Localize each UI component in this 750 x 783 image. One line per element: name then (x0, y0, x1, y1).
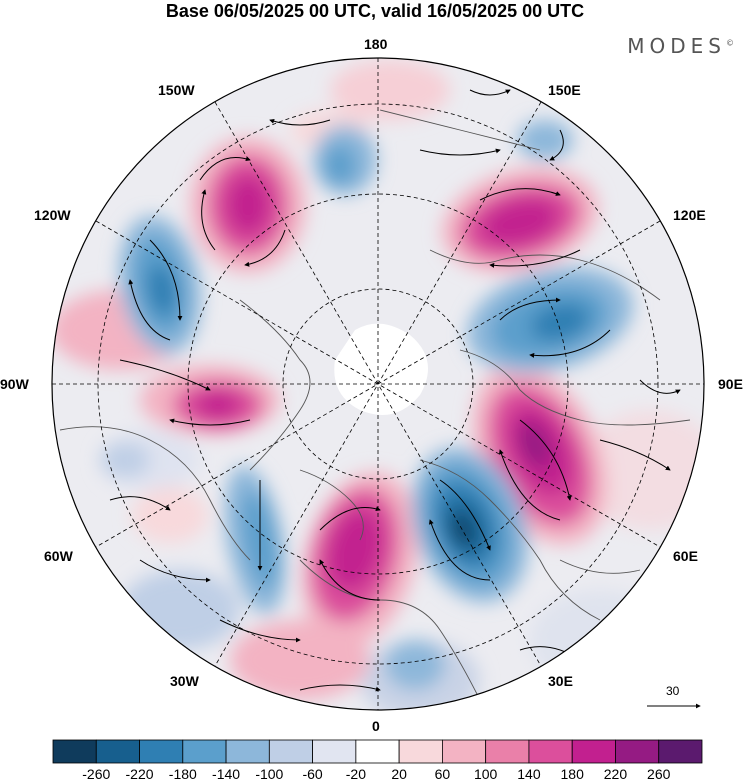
colorbar-swatch (355, 739, 400, 764)
label-150w: 150W (158, 82, 195, 98)
polar-region (334, 323, 428, 415)
label-60e: 60E (673, 548, 698, 564)
coastlines (59, 109, 691, 701)
map-title: Base 06/05/2025 00 UTC, valid 16/05/2025… (165, 1, 585, 21)
label-120e: 120E (673, 207, 706, 223)
label-120w: 120W (34, 207, 71, 223)
graticule (52, 58, 704, 710)
colorbar-tick-label: 260 (647, 766, 671, 782)
colorbar-tick-label: 100 (473, 766, 498, 782)
colorbar-tick-label: -100 (255, 766, 284, 782)
colorbar-swatch (441, 739, 487, 764)
colorbar-tick-label: -20 (345, 766, 366, 782)
label-90w: 90W (0, 376, 29, 392)
label-150e: 150E (548, 82, 581, 98)
colorbar-tick-label: -140 (212, 766, 241, 782)
colorbar-swatch (398, 739, 443, 764)
colorbar-swatch (485, 739, 530, 764)
colorbar-tick-label: 180 (560, 766, 584, 782)
colorbar-swatch (615, 739, 660, 764)
label-180: 180 (364, 36, 388, 52)
colorbar (52, 739, 703, 764)
label-90e: 90E (718, 376, 743, 392)
brand-text: MODES (627, 34, 726, 58)
label-0: 0 (372, 718, 380, 734)
colorbar-tick-label: -260 (82, 766, 111, 782)
colorbar-swatch (52, 739, 97, 764)
map-border (51, 57, 705, 711)
colorbar-swatch (95, 739, 140, 764)
colorbar-swatch (268, 739, 314, 764)
label-60w: 60W (44, 548, 73, 564)
colorbar-tick-label: -220 (125, 766, 154, 782)
colorbar-tick-label: 220 (603, 766, 628, 782)
colorbar-swatch (312, 739, 357, 764)
label-30w: 30W (170, 673, 199, 689)
reference-vector-label: 30 (666, 684, 680, 698)
colorbar-swatch (571, 739, 616, 764)
modes-logo: MODES© (627, 34, 734, 58)
colorbar-swatch (225, 739, 270, 764)
anomaly-field (52, 58, 704, 710)
colorbar-tick-label: 60 (434, 766, 451, 782)
colorbar-tick-label: -60 (302, 766, 323, 782)
colorbar-swatch (528, 739, 573, 764)
colorbar-swatch (182, 739, 227, 764)
brand-mark: © (726, 38, 734, 48)
colorbar-tick-label: 20 (391, 766, 407, 782)
colorbar-tick-label: -180 (168, 766, 197, 782)
colorbar-swatch (658, 739, 703, 764)
colorbar-swatch (139, 739, 184, 764)
label-30e: 30E (548, 673, 573, 689)
colorbar-tick-label: 140 (517, 766, 541, 782)
wind-vectors (109, 89, 681, 692)
